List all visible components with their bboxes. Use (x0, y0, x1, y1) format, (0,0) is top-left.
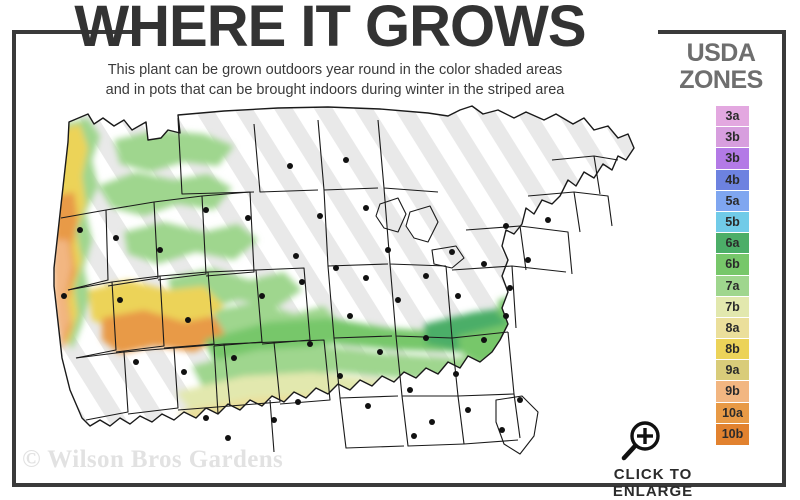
zone-swatch-8a-10: 8a (716, 317, 749, 340)
usda-zone-legend: 3a 3b 3b 4b 5a 5b 6a 6b 7a 7b 8a 8b 9a 9b 10a 10b (716, 106, 749, 445)
subtitle-text: This plant can be grown outdoors year ro… (30, 60, 640, 100)
map-state-outlines (53, 105, 635, 455)
legend-heading-line-2: ZONES (679, 66, 763, 94)
zone-swatch-9b-13: 9b (716, 381, 749, 403)
zone-swatch-7a-8: 7a (716, 275, 749, 297)
legend-heading: USDA ZONES (660, 40, 782, 94)
zone-swatch-10a-14: 10a (716, 402, 749, 424)
magnifier-plus-icon[interactable] (619, 419, 663, 463)
zone-swatch-3b-1: 3b (716, 127, 749, 149)
zone-swatch-5a-4: 5a (716, 190, 749, 212)
hardiness-zone-map[interactable] (28, 100, 648, 460)
card-border-top-right (658, 30, 786, 34)
zone-swatch-7b-9: 7b (716, 296, 749, 318)
map-city-dots (61, 157, 551, 441)
click-to-enlarge-label[interactable]: CLICK TO ENLARGE (612, 466, 694, 500)
card-border-left (12, 30, 16, 487)
zone-swatch-9a-12: 9a (716, 360, 749, 382)
subtitle-line-2: and in pots that can be brought indoors … (105, 82, 565, 98)
card-border-bottom (12, 483, 786, 487)
zone-swatch-3b-2: 3b (716, 148, 749, 170)
zone-swatch-10b-15: 10b (716, 423, 749, 445)
subtitle-line-1: This plant can be grown outdoors year ro… (107, 62, 563, 78)
watermark-credit: © Wilson Bros Gardens (22, 446, 284, 473)
card-border-right (782, 30, 786, 487)
zone-swatch-6a-6: 6a (716, 233, 749, 255)
legend-heading-line-1: USDA (686, 39, 756, 67)
card-border-top-left (12, 30, 137, 34)
zone-swatch-8b-11: 8b (716, 339, 749, 361)
zone-swatch-4b-3: 4b (716, 169, 749, 191)
zone-swatch-6b-7: 6b (716, 254, 749, 276)
zone-swatch-5b-5: 5b (716, 211, 749, 234)
zone-swatch-3a-0: 3a (716, 106, 749, 128)
page-title: WHERE IT GROWS (74, 0, 586, 59)
